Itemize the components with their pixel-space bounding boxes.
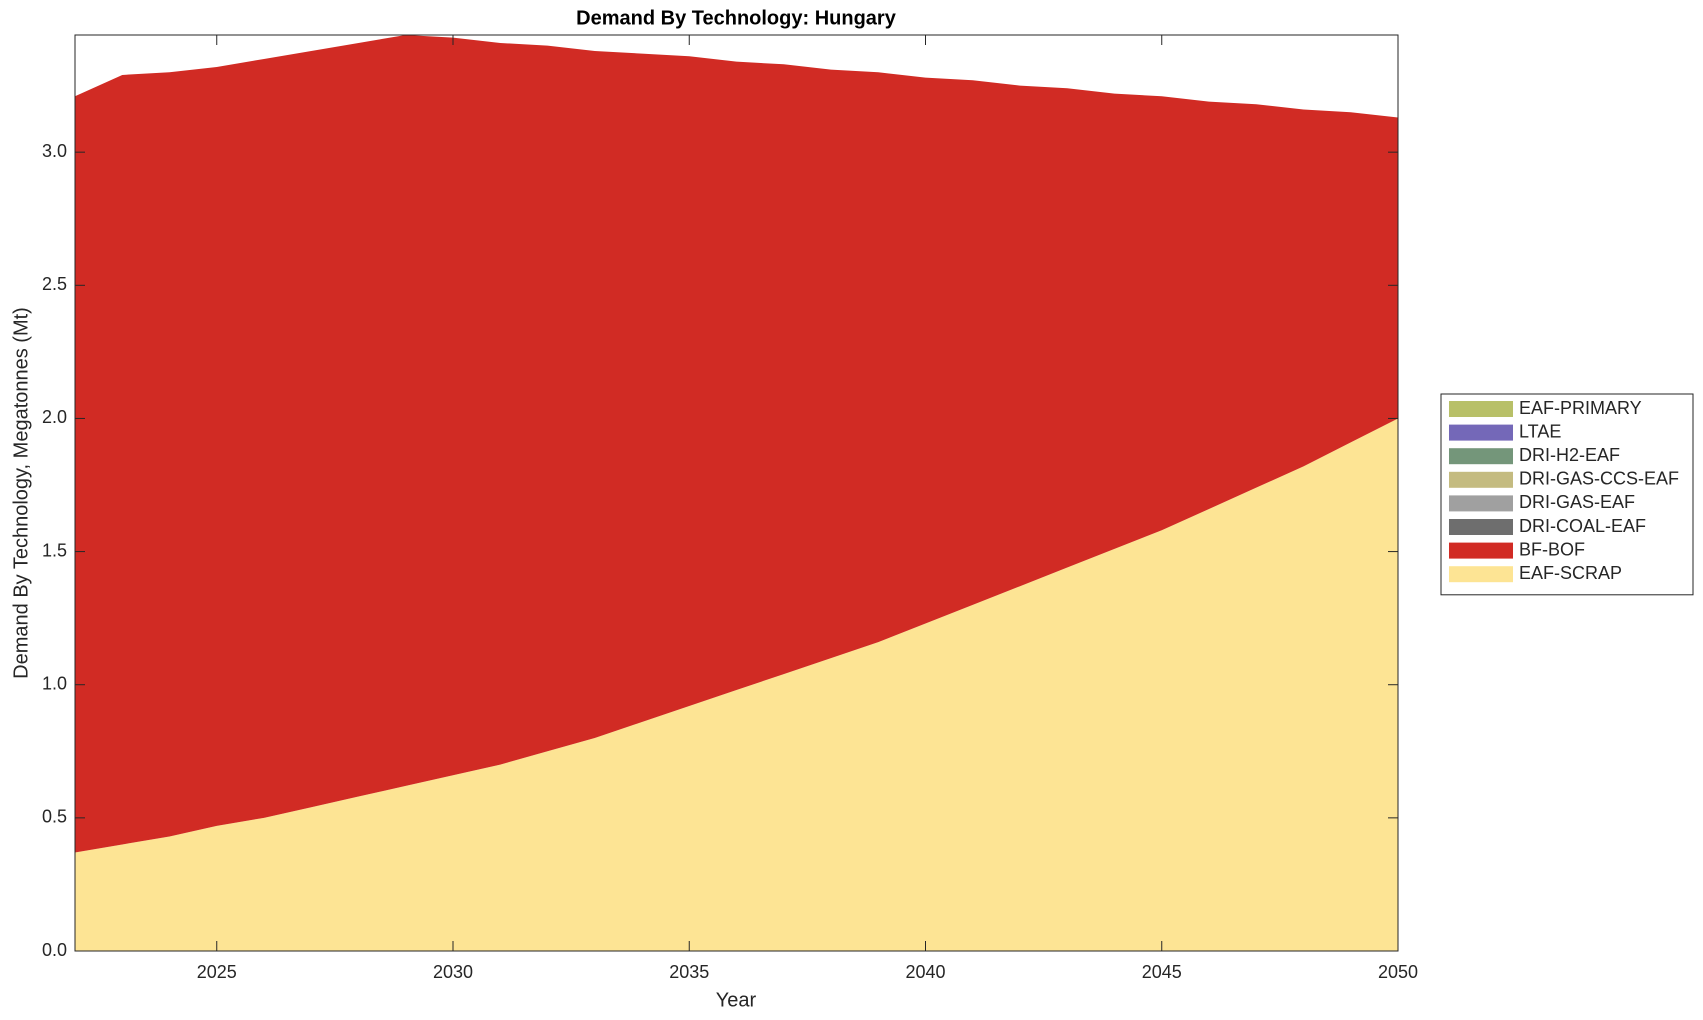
legend-label: DRI-COAL-EAF (1519, 516, 1646, 536)
legend-swatch (1449, 519, 1513, 535)
x-tick-label: 2045 (1142, 962, 1182, 982)
area (75, 35, 1398, 853)
legend-label: EAF-PRIMARY (1519, 398, 1642, 418)
y-tick-label: 1.0 (42, 673, 67, 693)
legend-label: DRI-H2-EAF (1519, 445, 1620, 465)
x-tick-label: 2040 (905, 962, 945, 982)
y-tick-label: 2.5 (42, 274, 67, 294)
plot-frame (74, 34, 1399, 952)
legend-swatch (1449, 424, 1513, 441)
legend-swatch (1449, 471, 1513, 488)
legend-swatch (1449, 542, 1513, 559)
y-tick-label: 0.5 (42, 807, 67, 827)
legend-label: EAF-SCRAP (1519, 563, 1622, 583)
legend-swatch (1449, 448, 1513, 465)
y-tick-label: 1.5 (42, 540, 67, 560)
legend-swatch (1449, 401, 1513, 417)
legend-label: LTAE (1519, 421, 1561, 441)
y-tick-label: 2.0 (42, 407, 67, 427)
chart-title: Demand By Technology: Hungary (576, 7, 897, 29)
legend-label: DRI-GAS-CCS-EAF (1519, 469, 1679, 489)
x-tick-label: 2025 (197, 962, 237, 982)
x-tick-label: 2035 (669, 962, 709, 982)
area (75, 418, 1398, 951)
x-axis-label: Year (716, 989, 757, 1011)
legend-label: DRI-GAS-EAF (1519, 492, 1635, 512)
legend-swatch (1449, 566, 1513, 583)
x-tick-label: 2050 (1378, 962, 1418, 982)
y-axis-label: Demand By Technology, Megatonnes (Mt) (10, 307, 32, 679)
legend-swatch (1449, 495, 1513, 512)
y-tick-label: 0.0 (42, 940, 67, 960)
y-tick-label: 3.0 (42, 141, 67, 161)
x-tick-label: 2030 (433, 962, 473, 982)
legend-label: BF-BOF (1519, 539, 1585, 559)
